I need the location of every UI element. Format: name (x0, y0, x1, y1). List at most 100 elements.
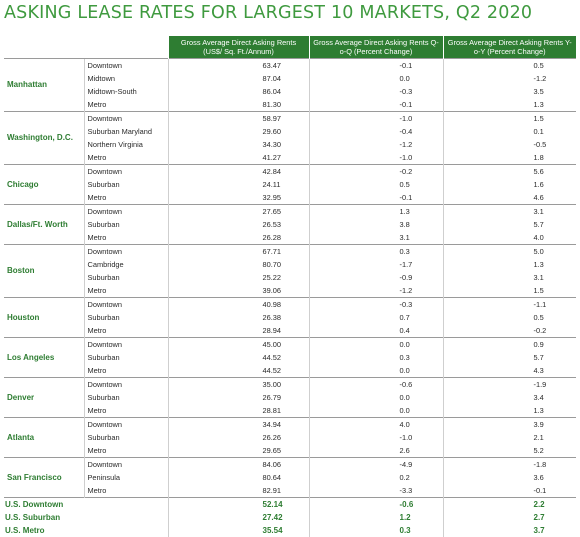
qoq-change-value: 1.3 (309, 205, 443, 219)
submarket-name: Downtown (84, 338, 168, 352)
submarket-name: Downtown (84, 378, 168, 392)
page-title: ASKING LEASE RATES FOR LARGEST 10 MARKET… (4, 3, 532, 23)
submarket-name: Metro (84, 98, 168, 112)
summary-name: U.S. Downtown (4, 498, 168, 512)
asking-rent-value: 45.00 (168, 338, 309, 352)
asking-rent-value: 27.65 (168, 205, 309, 219)
market-name: Chicago (4, 165, 84, 205)
submarket-name: Downtown (84, 458, 168, 472)
qoq-change-value: 3.8 (309, 218, 443, 231)
submarket-name: Downtown (84, 418, 168, 432)
asking-rent-value: 81.30 (168, 98, 309, 112)
yoy-change-value: 3.5 (443, 85, 576, 98)
summary-yoy-change: 2.2 (443, 498, 576, 512)
header-blank (4, 36, 168, 59)
yoy-change-value: 5.6 (443, 165, 576, 179)
asking-rent-value: 28.94 (168, 324, 309, 338)
qoq-change-value: -0.1 (309, 59, 443, 73)
summary-asking-rent: 27.42 (168, 511, 309, 524)
header-asking-rents: Gross Average Direct Asking Rents (US$/ … (168, 36, 309, 59)
submarket-name: Metro (84, 231, 168, 245)
asking-rent-value: 86.04 (168, 85, 309, 98)
submarket-name: Downtown (84, 245, 168, 259)
submarket-name: Metro (84, 364, 168, 378)
yoy-change-value: 1.3 (443, 98, 576, 112)
header-yoy-change: Gross Average Direct Asking Rents Y-o-Y … (443, 36, 576, 59)
submarket-name: Midtown-South (84, 85, 168, 98)
asking-rent-value: 39.06 (168, 284, 309, 298)
asking-rent-value: 58.97 (168, 112, 309, 126)
asking-rent-value: 80.64 (168, 471, 309, 484)
asking-rent-value: 26.38 (168, 311, 309, 324)
asking-rent-value: 32.95 (168, 191, 309, 205)
qoq-change-value: -1.0 (309, 431, 443, 444)
qoq-change-value: 0.0 (309, 404, 443, 418)
asking-rent-value: 67.71 (168, 245, 309, 259)
yoy-change-value: -0.5 (443, 138, 576, 151)
qoq-change-value: 0.5 (309, 178, 443, 191)
qoq-change-value: -4.9 (309, 458, 443, 472)
qoq-change-value: -0.1 (309, 98, 443, 112)
market-name: Manhattan (4, 59, 84, 112)
market-name: Boston (4, 245, 84, 298)
yoy-change-value: 4.0 (443, 231, 576, 245)
submarket-name: Downtown (84, 205, 168, 219)
summary-yoy-change: 2.7 (443, 511, 576, 524)
asking-rent-value: 82.91 (168, 484, 309, 498)
market-name: Denver (4, 378, 84, 418)
submarket-name: Northern Virginia (84, 138, 168, 151)
qoq-change-value: 0.0 (309, 391, 443, 404)
submarket-name: Suburban (84, 311, 168, 324)
yoy-change-value: 1.3 (443, 258, 576, 271)
qoq-change-value: -0.1 (309, 191, 443, 205)
qoq-change-value: 3.1 (309, 231, 443, 245)
market-name: Dallas/Ft. Worth (4, 205, 84, 245)
qoq-change-value: -3.3 (309, 484, 443, 498)
submarket-name: Metro (84, 191, 168, 205)
submarket-name: Suburban (84, 218, 168, 231)
submarket-name: Metro (84, 324, 168, 338)
market-name: Houston (4, 298, 84, 338)
qoq-change-value: -0.9 (309, 271, 443, 284)
summary-yoy-change: 3.7 (443, 524, 576, 537)
qoq-change-value: -0.3 (309, 298, 443, 312)
asking-rent-value: 34.30 (168, 138, 309, 151)
qoq-change-value: -1.2 (309, 138, 443, 151)
yoy-change-value: 0.9 (443, 338, 576, 352)
submarket-name: Downtown (84, 298, 168, 312)
submarket-name: Metro (84, 444, 168, 458)
summary-qoq-change: 1.2 (309, 511, 443, 524)
asking-rent-value: 29.60 (168, 125, 309, 138)
yoy-change-value: 3.6 (443, 471, 576, 484)
yoy-change-value: 1.3 (443, 404, 576, 418)
qoq-change-value: 0.4 (309, 324, 443, 338)
qoq-change-value: 4.0 (309, 418, 443, 432)
qoq-change-value: -0.4 (309, 125, 443, 138)
asking-rent-value: 35.00 (168, 378, 309, 392)
yoy-change-value: 5.7 (443, 218, 576, 231)
submarket-name: Peninsula (84, 471, 168, 484)
yoy-change-value: -0.1 (443, 484, 576, 498)
yoy-change-value: -0.2 (443, 324, 576, 338)
header-qoq-change: Gross Average Direct Asking Rents Q-o-Q … (309, 36, 443, 59)
qoq-change-value: 0.0 (309, 338, 443, 352)
